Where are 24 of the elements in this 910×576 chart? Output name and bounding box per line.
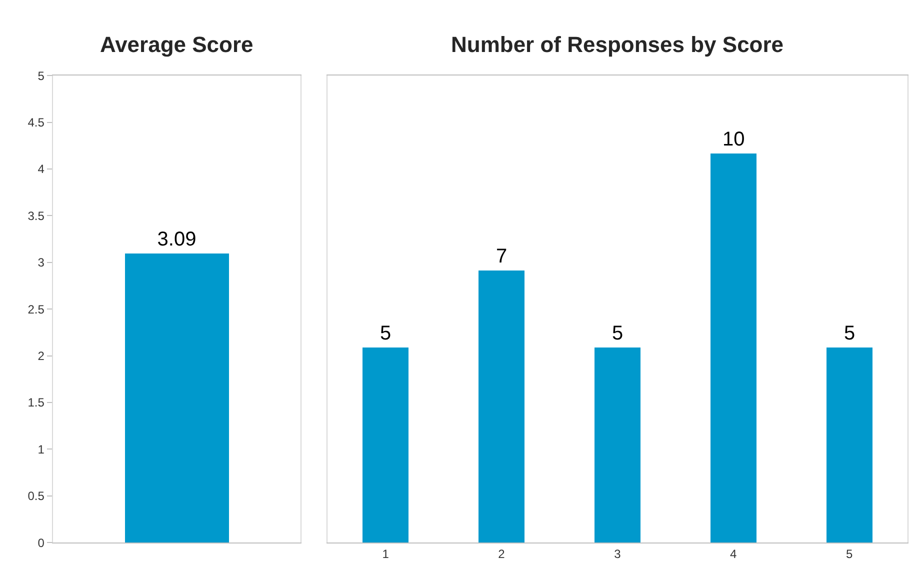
y-tick-label: 3.5 (28, 208, 45, 223)
y-tick-label: 1 (38, 442, 45, 456)
data-label: 3.09 (157, 228, 196, 251)
y-tick-label: 2.5 (28, 302, 45, 316)
x-tick-label: 5 (846, 546, 853, 561)
x-tick-label: 1 (382, 546, 390, 561)
x-tick-label: 3 (614, 546, 622, 561)
y-tick-label: 0 (38, 536, 45, 550)
y-tick-label: 4.5 (28, 115, 45, 130)
data-label: 5 (844, 322, 856, 345)
data-label: 5 (380, 322, 392, 345)
y-tick-label: 0.5 (28, 489, 45, 504)
data-label: 7 (496, 246, 508, 268)
chart-title: Average Score (100, 32, 254, 57)
y-tick-label: 4 (38, 162, 45, 176)
data-label: 5 (612, 322, 624, 345)
y-tick-label: 3 (38, 256, 45, 270)
y-tick-label: 1.5 (28, 396, 45, 410)
y-tick-label: 5 (38, 68, 45, 83)
data-label: 10 (722, 128, 745, 151)
x-tick-label: 2 (498, 546, 506, 561)
x-tick-label: 4 (730, 546, 738, 561)
y-tick-label: 2 (38, 348, 45, 363)
chart-title: Number of Responses by Score (451, 32, 784, 57)
